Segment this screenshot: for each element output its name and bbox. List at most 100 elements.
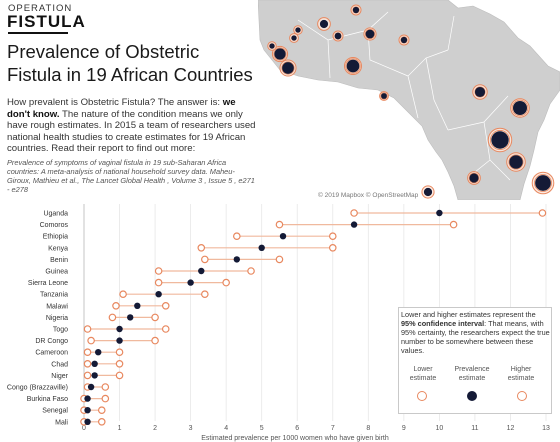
map-prevalence-circle[interactable] [509,155,523,169]
note-text-2: : That means, with 95% certainty, the re… [401,318,550,355]
lower-estimate-dot[interactable] [112,302,120,310]
map-lower-circle [380,92,388,100]
map-credit: © 2019 Mapbox © OpenStreetMap [318,192,419,199]
map-lower-circle [490,130,510,150]
prevalence-dot[interactable] [116,325,123,333]
higher-estimate-dot[interactable] [97,406,106,415]
prevalence-dot[interactable] [350,221,358,228]
lower-estimate-dot[interactable] [197,243,206,252]
x-tick-label: 13 [542,425,550,432]
higher-estimate-dot[interactable] [201,290,209,299]
higher-estimate-dot[interactable] [449,220,458,229]
lower-estimate-dot[interactable] [154,278,163,287]
prevalence-dot[interactable] [279,233,287,240]
lower-estimate-dot[interactable] [83,348,92,357]
x-tick-label: 5 [260,425,264,432]
map-prevalence-circle[interactable] [295,27,301,33]
map-prevalence-circle[interactable] [381,93,387,99]
map-prevalence-circle[interactable] [319,19,329,29]
lower-estimate-dot[interactable] [350,209,358,217]
prevalence-dot[interactable] [127,314,134,321]
higher-estimate-dot[interactable] [151,336,159,345]
lower-estimate-dot[interactable] [83,360,92,368]
prevalence-dot[interactable] [134,302,141,309]
prevalence-dot[interactable] [116,337,123,344]
map-prevalence-circle[interactable] [535,175,551,191]
higher-estimate-dot[interactable] [247,267,255,275]
lower-estimate-dot[interactable] [233,232,241,241]
higher-estimate-dot[interactable] [101,383,110,391]
map-lower-circle [352,6,360,14]
prevalence-dot[interactable] [91,372,98,379]
prevalence-dot[interactable] [436,209,443,217]
x-tick-label: 11 [471,425,478,432]
map-lower-circle [400,36,408,44]
map-prevalence-circle[interactable] [491,131,509,149]
prevalence-dot[interactable] [187,279,194,286]
note-emphasis: 95% confidence interval [401,318,485,328]
higher-estimate-dot[interactable] [101,394,110,403]
map-prevalence-circle[interactable] [291,35,297,41]
higher-estimate-dot[interactable] [97,418,106,426]
map-prevalence-circle[interactable] [512,100,528,116]
key-lower-label: Lower estimate [409,366,437,382]
higher-estimate-dot[interactable] [538,209,547,217]
higher-estimate-dot[interactable] [115,348,124,357]
map-lower-circle [468,172,480,184]
category-label: Nigeria [46,315,68,322]
map-prevalence-circle[interactable] [346,59,360,73]
higher-estimate-dot[interactable] [328,243,337,252]
prevalence-dot[interactable] [233,256,241,263]
africa-map[interactable] [258,0,560,200]
higher-estimate-dot[interactable] [161,325,170,333]
lower-estimate-dot[interactable] [83,325,92,333]
intro-text-1: How prevalent is Obstetric Fistula? The … [7,97,223,108]
map-lower-circle [534,174,552,192]
x-tick-label: 3 [189,425,193,432]
lower-estimate-dot[interactable] [83,371,92,380]
category-label: Comoros [40,222,69,229]
higher-estimate-dot[interactable] [161,302,170,310]
map-prevalence-circle[interactable] [269,43,275,49]
category-label: Senegal [42,408,68,415]
map-prevalence-circle[interactable] [282,62,294,74]
higher-estimate-dot[interactable] [275,255,284,264]
higher-estimate-dot[interactable] [115,360,124,368]
brand-underline [8,32,68,34]
lower-estimate-dot[interactable] [201,255,209,264]
higher-estimate-dot[interactable] [115,371,124,380]
map-prevalence-circle[interactable] [352,6,360,14]
category-label: Mali [55,419,68,426]
prevalence-dot[interactable] [87,383,95,391]
key-prevalence-label: Prevalence estimate [454,366,490,382]
x-tick-label: 2 [153,425,157,432]
prevalence-dot[interactable] [84,418,91,425]
x-tick-label: 8 [366,425,370,432]
higher-estimate-dot[interactable] [151,313,159,322]
prevalence-dot[interactable] [258,244,265,251]
map-land [258,0,560,200]
map-prevalence-circle[interactable] [474,86,486,98]
citation-link[interactable]: Prevalence of symptoms of vaginal fistul… [7,158,255,194]
map-prevalence-circle[interactable] [334,32,342,40]
lower-estimate-dot[interactable] [275,220,284,229]
prevalence-dot[interactable] [155,291,162,298]
map-prevalence-circle[interactable] [400,36,408,44]
map-prevalence-circle[interactable] [423,187,433,197]
lower-estimate-dot[interactable] [108,313,117,322]
prevalence-dot[interactable] [84,395,91,402]
prevalence-dot[interactable] [91,360,98,367]
category-label: Cameroon [35,350,68,357]
lower-estimate-dot[interactable] [87,336,95,345]
prevalence-dot[interactable] [84,407,91,414]
lower-estimate-dot[interactable] [154,267,163,275]
prevalence-dot[interactable] [198,267,205,275]
map-prevalence-circle[interactable] [469,173,479,183]
higher-estimate-dot[interactable] [328,232,337,241]
prevalence-dot[interactable] [95,349,102,356]
higher-estimate-dot[interactable] [222,278,230,287]
map-prevalence-circle[interactable] [365,29,375,39]
lower-estimate-dot[interactable] [119,290,127,299]
map-prevalence-circle[interactable] [274,48,286,60]
x-tick-label: 12 [507,425,515,432]
